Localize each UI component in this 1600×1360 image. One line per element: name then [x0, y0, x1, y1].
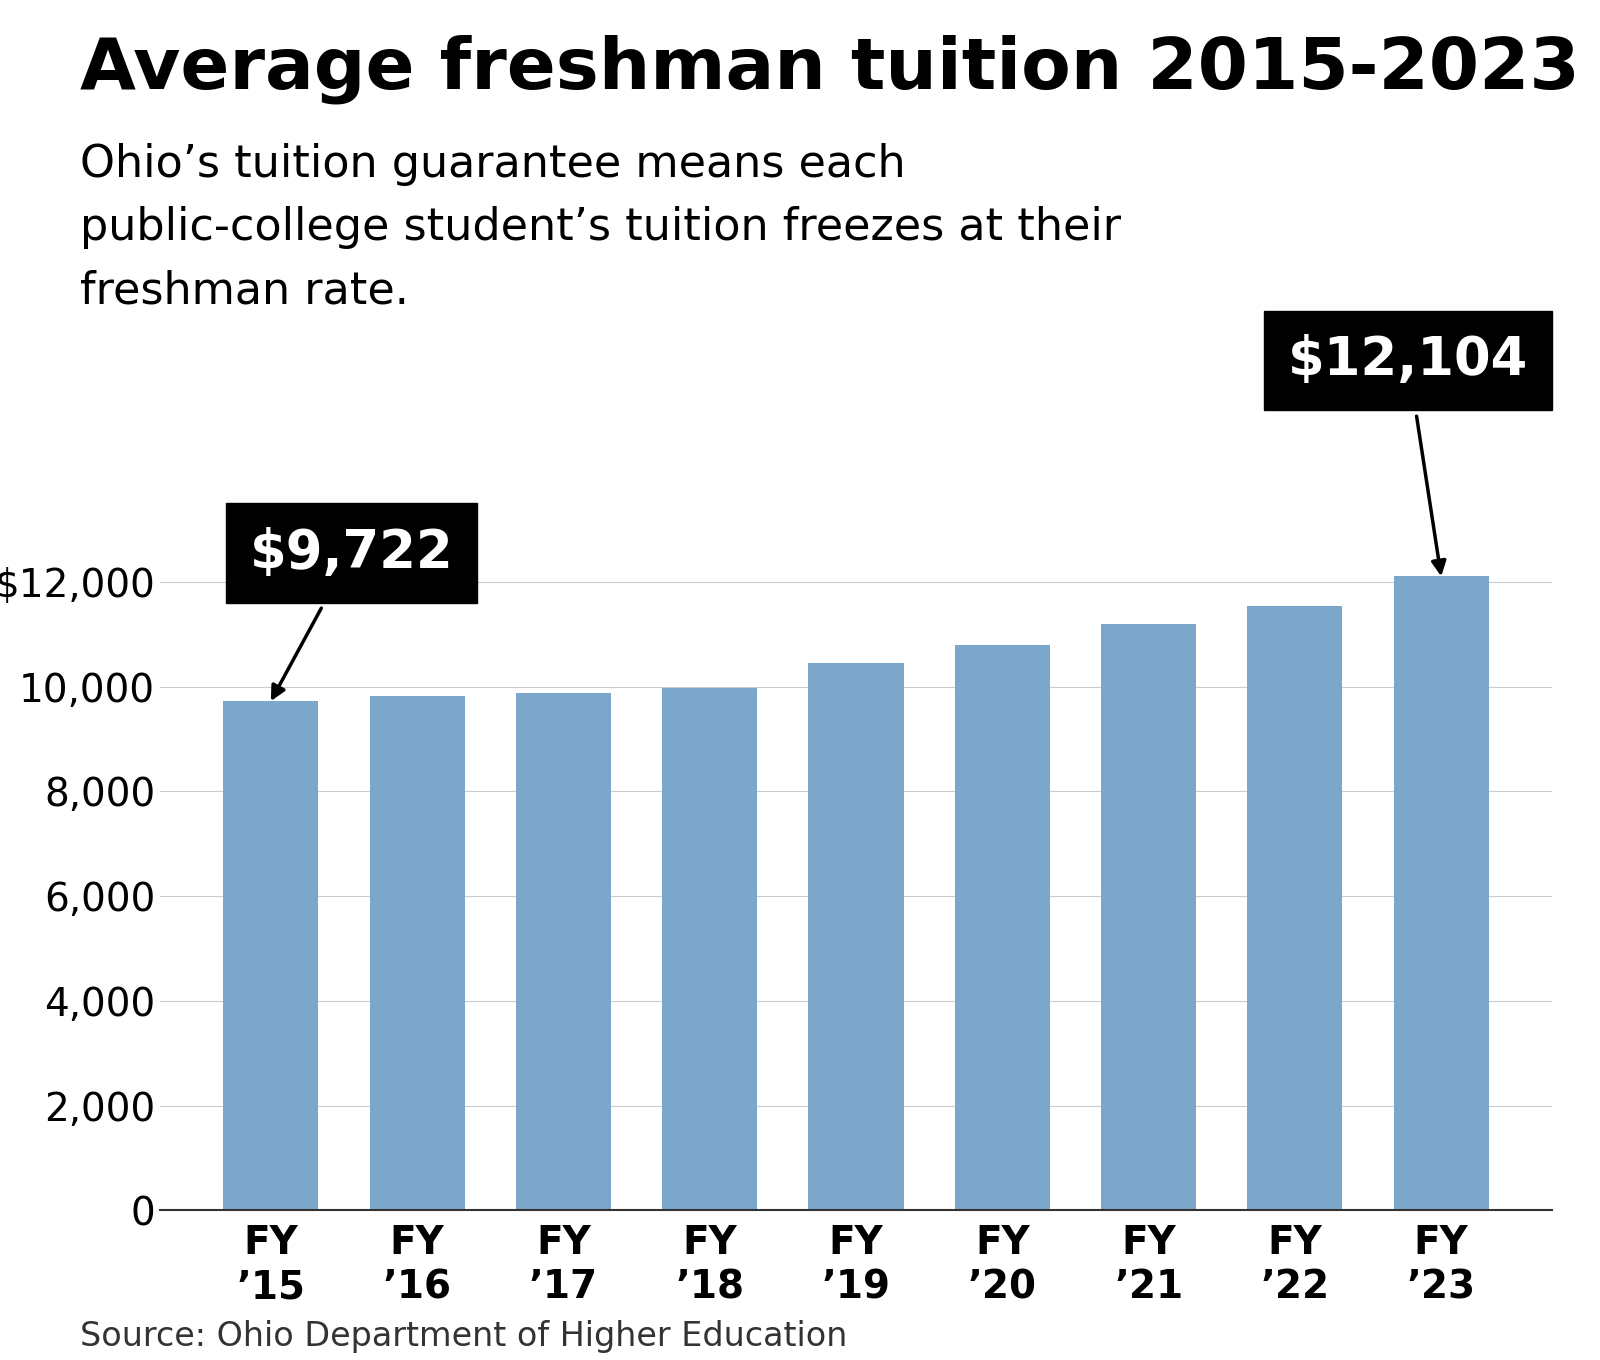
Bar: [370, 696, 464, 1210]
Bar: [515, 692, 611, 1210]
Bar: [1101, 624, 1197, 1210]
Bar: [1394, 577, 1488, 1210]
Text: Ohio’s tuition guarantee means each
public-college student’s tuition freezes at : Ohio’s tuition guarantee means each publ…: [80, 143, 1122, 313]
Text: $9,722: $9,722: [250, 526, 453, 698]
Bar: [1248, 607, 1342, 1210]
Text: $12,104: $12,104: [1288, 335, 1528, 573]
Bar: [808, 664, 904, 1210]
Bar: [662, 688, 757, 1210]
Bar: [224, 702, 318, 1210]
Text: Average freshman tuition 2015-2023: Average freshman tuition 2015-2023: [80, 34, 1579, 103]
Bar: [955, 645, 1050, 1210]
Text: Source: Ohio Department of Higher Education: Source: Ohio Department of Higher Educat…: [80, 1321, 848, 1353]
